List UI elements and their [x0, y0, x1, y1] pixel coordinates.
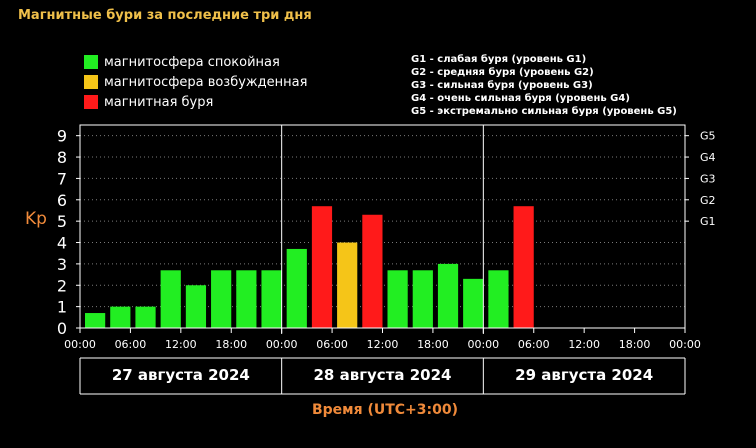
kp-bar	[211, 270, 232, 328]
kp-bar	[286, 248, 307, 328]
legend-item-quiet: магнитосфера спокойная	[84, 54, 280, 70]
kp-bar	[85, 313, 106, 328]
x-tick-label: 06:00	[316, 338, 348, 351]
axes-layer: 0 1 2 3 4 5 6 7 8 9 G1 G2 G3 G4 G5 00:00 06:00 12:00 18:00…	[57, 124, 716, 395]
y-tick-label: 4	[57, 234, 67, 253]
day-label: 28 августа 2024	[313, 366, 451, 384]
g-tick-label: G2	[700, 194, 716, 207]
legend-item-active: магнитосфера возбужденная	[84, 74, 307, 90]
x-tick-label: 00:00	[467, 338, 499, 351]
bars-layer	[85, 206, 534, 328]
x-tick-label: 12:00	[568, 338, 600, 351]
kp-bar	[236, 270, 257, 328]
legend-swatch-storm	[84, 95, 98, 109]
gscale-g4: G4 - очень сильная буря (уровень G4)	[411, 93, 630, 104]
kp-bar	[337, 242, 358, 328]
kp-bar	[412, 270, 433, 328]
legend-item-storm: магнитная буря	[84, 94, 213, 110]
gscale-g3: G3 - сильная буря (уровень G3)	[411, 80, 593, 91]
y-tick-label: 9	[57, 127, 67, 146]
kp-bar	[261, 270, 282, 328]
y-tick-label: 7	[57, 169, 67, 188]
kp-bar	[135, 306, 156, 328]
kp-bar	[185, 285, 207, 328]
kp-bar	[311, 206, 333, 328]
kp-bar	[387, 270, 408, 328]
page-title: Магнитные бури за последние три дня	[18, 8, 312, 23]
kp-bar	[110, 306, 131, 328]
x-tick-label: 12:00	[165, 338, 197, 351]
g-tick-label: G3	[700, 172, 716, 185]
kp-bar	[488, 270, 509, 328]
x-axis-title: Время (UTC+3:00)	[312, 402, 458, 418]
legend-swatch-quiet	[84, 55, 98, 69]
kp-bar	[362, 214, 383, 328]
x-tick-label: 18:00	[215, 338, 247, 351]
legend-swatch-active	[84, 75, 98, 89]
y-tick-label: 3	[57, 255, 67, 274]
legend-label-active: магнитосфера возбужденная	[104, 74, 308, 90]
y-tick-label: 6	[57, 191, 67, 210]
g-tick-label: G5	[700, 130, 716, 143]
y-tick-label: 1	[57, 298, 67, 317]
x-tick-label: 00:00	[266, 338, 298, 351]
day-label: 29 августа 2024	[515, 366, 653, 384]
y-tick-label: 0	[57, 319, 67, 338]
kp-bar	[463, 278, 484, 328]
x-tick-label: 18:00	[417, 338, 449, 351]
g-tick-label: G1	[700, 215, 716, 228]
day-label: 27 августа 2024	[112, 366, 250, 384]
x-tick-label: 18:00	[619, 338, 651, 351]
x-tick-label: 00:00	[64, 338, 96, 351]
x-tick-label: 06:00	[518, 338, 550, 351]
legend-label-quiet: магнитосфера спокойная	[104, 54, 280, 70]
gscale-g1: G1 - слабая буря (уровень G1)	[411, 54, 587, 65]
kp-bar	[160, 270, 181, 328]
kp-bar	[437, 263, 459, 328]
x-tick-label: 12:00	[367, 338, 399, 351]
g-tick-label: G4	[700, 151, 716, 164]
y-tick-label: 2	[57, 276, 67, 295]
gscale-g2: G2 - средняя буря (уровень G2)	[411, 67, 594, 78]
y-axis-title: Kp	[25, 209, 47, 229]
kp-bar	[513, 206, 534, 328]
x-tick-label: 00:00	[669, 338, 701, 351]
y-tick-label: 8	[57, 148, 67, 167]
legend-label-storm: магнитная буря	[104, 94, 214, 110]
x-tick-label: 06:00	[115, 338, 147, 351]
gscale-g5: G5 - экстремально сильная буря (уровень …	[411, 106, 677, 117]
y-tick-label: 5	[57, 212, 67, 231]
